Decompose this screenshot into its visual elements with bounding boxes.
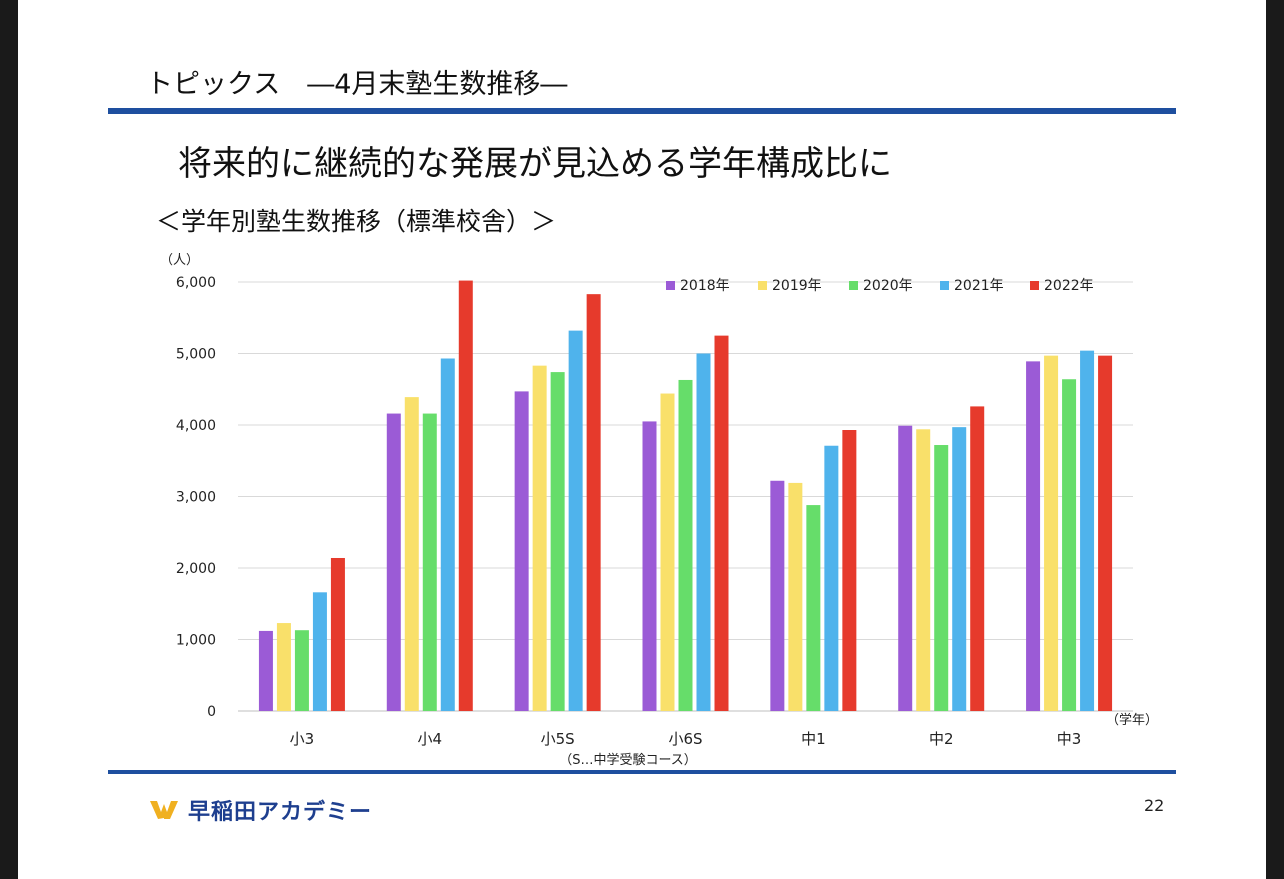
legend-swatch [940,281,949,290]
bar-2018年-中3 [1026,361,1041,711]
y-tick-label: 4,000 [176,418,216,434]
chart-legend: 2018年 2019年 2020年 2021年 2022年 [666,278,1094,294]
top-divider [108,108,1176,114]
legend-swatch [666,281,675,290]
legend-swatch [849,281,858,290]
bar-2021年-中3 [1080,350,1095,711]
course-note: （S…中学受験コース） [559,752,697,768]
bar-2022年-小5S [586,294,601,711]
bar-2021年-中1 [824,445,839,711]
bar-2019年-中1 [788,482,803,711]
bar-2021年-中2 [952,427,967,711]
bar-2018年-小4 [386,413,401,711]
x-category-label: 中1 [801,730,826,748]
bar-2022年-中3 [1098,355,1113,711]
bar-2020年-中2 [934,445,949,711]
bar-2018年-中2 [898,425,913,711]
page-number: 22 [1144,796,1165,815]
y-tick-label: 6,000 [176,275,216,291]
x-category-label: 小3 [290,730,315,748]
headline: 将来的に継続的な発展が見込める学年構成比に [178,144,892,184]
y-tick-label: 2,000 [176,561,216,577]
bar-2018年-中1 [770,480,785,711]
brand-logo: 早稲田アカデミー [148,794,372,826]
bar-2021年-小5S [568,330,583,711]
y-tick-label: 1,000 [176,633,216,649]
legend-label: 2018年 [680,278,730,294]
y-tick-label: 3,000 [176,490,216,506]
y-tick-label: 0 [207,704,216,720]
bar-2020年-中1 [806,505,821,711]
bar-2022年-中1 [842,430,857,711]
bar-2019年-小3 [276,623,291,711]
bar-2018年-小6S [642,421,657,711]
bar-2020年-小3 [294,630,309,711]
bar-2021年-小3 [312,592,327,711]
x-category-label: 小5S [541,730,575,748]
legend-label: 2019年 [772,278,822,294]
legend-label: 2020年 [863,278,913,294]
chart-bars [258,280,1113,711]
bar-2020年-小6S [678,379,693,711]
chart-title: ＜学年別塾生数推移（標準校舎）＞ [156,207,557,236]
x-category-label: 小4 [418,730,443,748]
bar-2019年-中3 [1044,355,1059,711]
brand-mark-icon [150,801,178,819]
bar-2022年-小3 [330,557,345,711]
legend-swatch [758,281,767,290]
bar-2019年-中2 [916,429,931,711]
bar-2018年-小3 [258,630,273,711]
brand-name: 早稲田アカデミー [188,800,373,825]
bar-2020年-小4 [422,413,437,711]
x-category-label: 小6S [668,730,702,748]
y-axis-unit: （人） [160,253,199,268]
bar-2019年-小4 [404,397,419,711]
x-category-label: 中3 [1057,730,1082,748]
bar-2021年-小4 [440,358,455,711]
bottom-divider [108,770,1176,774]
bar-2018年-小5S [514,391,529,711]
topic-title: トピックス ―4月末塾生数推移― [146,69,568,100]
y-tick-label: 5,000 [176,347,216,363]
x-axis-unit: （学年） [1106,712,1158,728]
bar-2022年-中2 [970,406,985,711]
bar-2021年-小6S [696,353,711,711]
legend-label: 2022年 [1044,278,1094,294]
bar-2022年-小6S [714,335,729,711]
legend-label: 2021年 [954,278,1004,294]
bar-2019年-小5S [532,365,547,711]
bar-2022年-小4 [458,280,473,711]
legend-swatch [1030,281,1039,290]
bar-2020年-小5S [550,372,565,711]
x-category-label: 中2 [929,730,954,748]
bar-2020年-中3 [1062,379,1077,711]
bar-chart: 0 1,000 2,000 3,000 4,000 5,000 6,000 小3 小4 小5S 小6… [160,253,1158,768]
slide: トピックス ―4月末塾生数推移― 将来的に継続的な発展が見込める学年構成比に ＜… [18,0,1266,879]
bar-2019年-小6S [660,393,675,711]
